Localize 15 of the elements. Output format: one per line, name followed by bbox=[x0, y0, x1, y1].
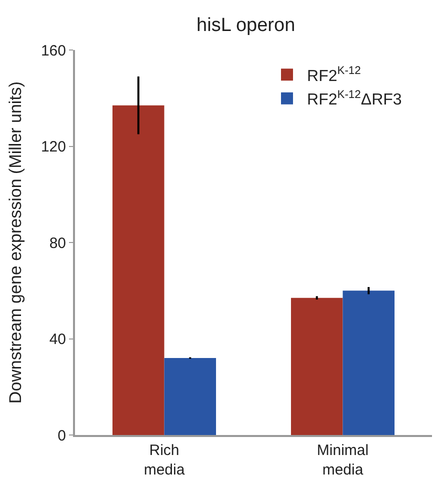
y-axis-title: Downstream gene expression (Miller units) bbox=[6, 81, 26, 404]
y-tick-label: 160 bbox=[40, 42, 66, 60]
bar bbox=[112, 105, 164, 435]
y-tick-label: 80 bbox=[49, 234, 66, 252]
y-tick-label: 120 bbox=[40, 138, 66, 156]
legend-label: RF2$^{K-12}$ bbox=[307, 65, 361, 85]
y-tick-label: 40 bbox=[49, 331, 66, 348]
x-tick-label: Rich media bbox=[144, 442, 186, 478]
bar bbox=[290, 298, 343, 435]
legend-label: RF2$^{K-12}$ΔRF3 bbox=[307, 88, 402, 109]
x-tick-label: Minimal media bbox=[316, 442, 369, 478]
bar bbox=[342, 290, 395, 435]
bar bbox=[164, 358, 216, 435]
chart-title: hisL operon bbox=[196, 14, 296, 36]
y-tick-label: 0 bbox=[58, 427, 66, 444]
